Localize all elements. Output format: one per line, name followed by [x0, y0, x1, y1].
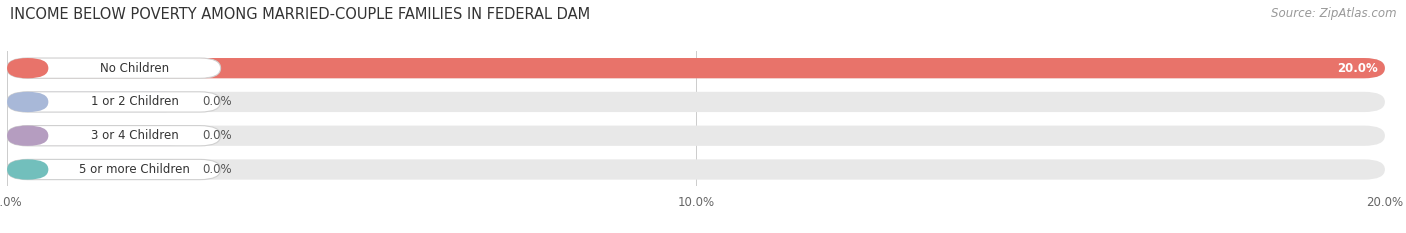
FancyBboxPatch shape	[7, 92, 186, 112]
FancyBboxPatch shape	[7, 126, 1385, 146]
FancyBboxPatch shape	[7, 126, 186, 146]
Text: 0.0%: 0.0%	[202, 96, 232, 108]
FancyBboxPatch shape	[7, 159, 186, 180]
FancyBboxPatch shape	[7, 126, 48, 146]
Text: No Children: No Children	[100, 62, 169, 75]
Text: 1 or 2 Children: 1 or 2 Children	[90, 96, 179, 108]
Text: INCOME BELOW POVERTY AMONG MARRIED-COUPLE FAMILIES IN FEDERAL DAM: INCOME BELOW POVERTY AMONG MARRIED-COUPL…	[10, 7, 591, 22]
Text: 5 or more Children: 5 or more Children	[79, 163, 190, 176]
Text: 3 or 4 Children: 3 or 4 Children	[90, 129, 179, 142]
FancyBboxPatch shape	[7, 92, 1385, 112]
Text: 0.0%: 0.0%	[202, 129, 232, 142]
FancyBboxPatch shape	[7, 159, 221, 180]
FancyBboxPatch shape	[7, 58, 48, 78]
FancyBboxPatch shape	[7, 126, 221, 146]
Text: 20.0%: 20.0%	[1337, 62, 1378, 75]
Text: Source: ZipAtlas.com: Source: ZipAtlas.com	[1271, 7, 1396, 20]
FancyBboxPatch shape	[7, 92, 48, 112]
Text: 0.0%: 0.0%	[202, 163, 232, 176]
FancyBboxPatch shape	[7, 58, 221, 78]
FancyBboxPatch shape	[7, 58, 1385, 78]
FancyBboxPatch shape	[7, 92, 221, 112]
FancyBboxPatch shape	[7, 58, 1385, 78]
FancyBboxPatch shape	[7, 159, 1385, 180]
FancyBboxPatch shape	[7, 159, 48, 180]
